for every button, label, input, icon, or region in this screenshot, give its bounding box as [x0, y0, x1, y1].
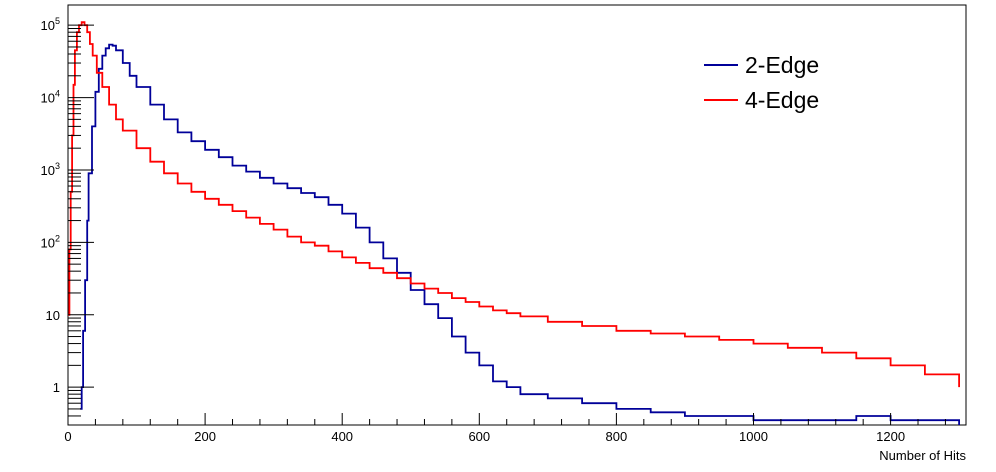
x-tick-label: 1200: [876, 429, 905, 444]
series-line-four-edge: [68, 21, 960, 388]
y-tick-label: 10: [46, 308, 60, 323]
series-line-two-edge: [80, 43, 960, 425]
ticks-layer: 0 200 400 600 800 1000 1200 1 10 102 103 104 105: [41, 16, 946, 444]
x-tick-label: 1000: [739, 429, 768, 444]
legend-label: 4-Edge: [745, 87, 819, 113]
x-tick-label: 0: [64, 429, 71, 444]
y-tick-label: 105: [41, 16, 60, 33]
y-tick-label: 104: [41, 89, 60, 106]
y-tick-label: 102: [41, 233, 60, 250]
x-axis-title: Number of Hits: [879, 448, 966, 463]
plot-frame: [67, 4, 967, 426]
x-tick-label: 200: [194, 429, 216, 444]
x-tick-label: 400: [331, 429, 353, 444]
y-tick-label: 1: [53, 380, 60, 395]
x-tick-label: 600: [468, 429, 490, 444]
legend-label: 2-Edge: [745, 52, 819, 78]
series-layer: [68, 21, 960, 425]
x-tick-label: 800: [606, 429, 628, 444]
y-tick-label: 103: [41, 161, 60, 178]
legend: 2-Edge 4-Edge: [704, 52, 819, 113]
